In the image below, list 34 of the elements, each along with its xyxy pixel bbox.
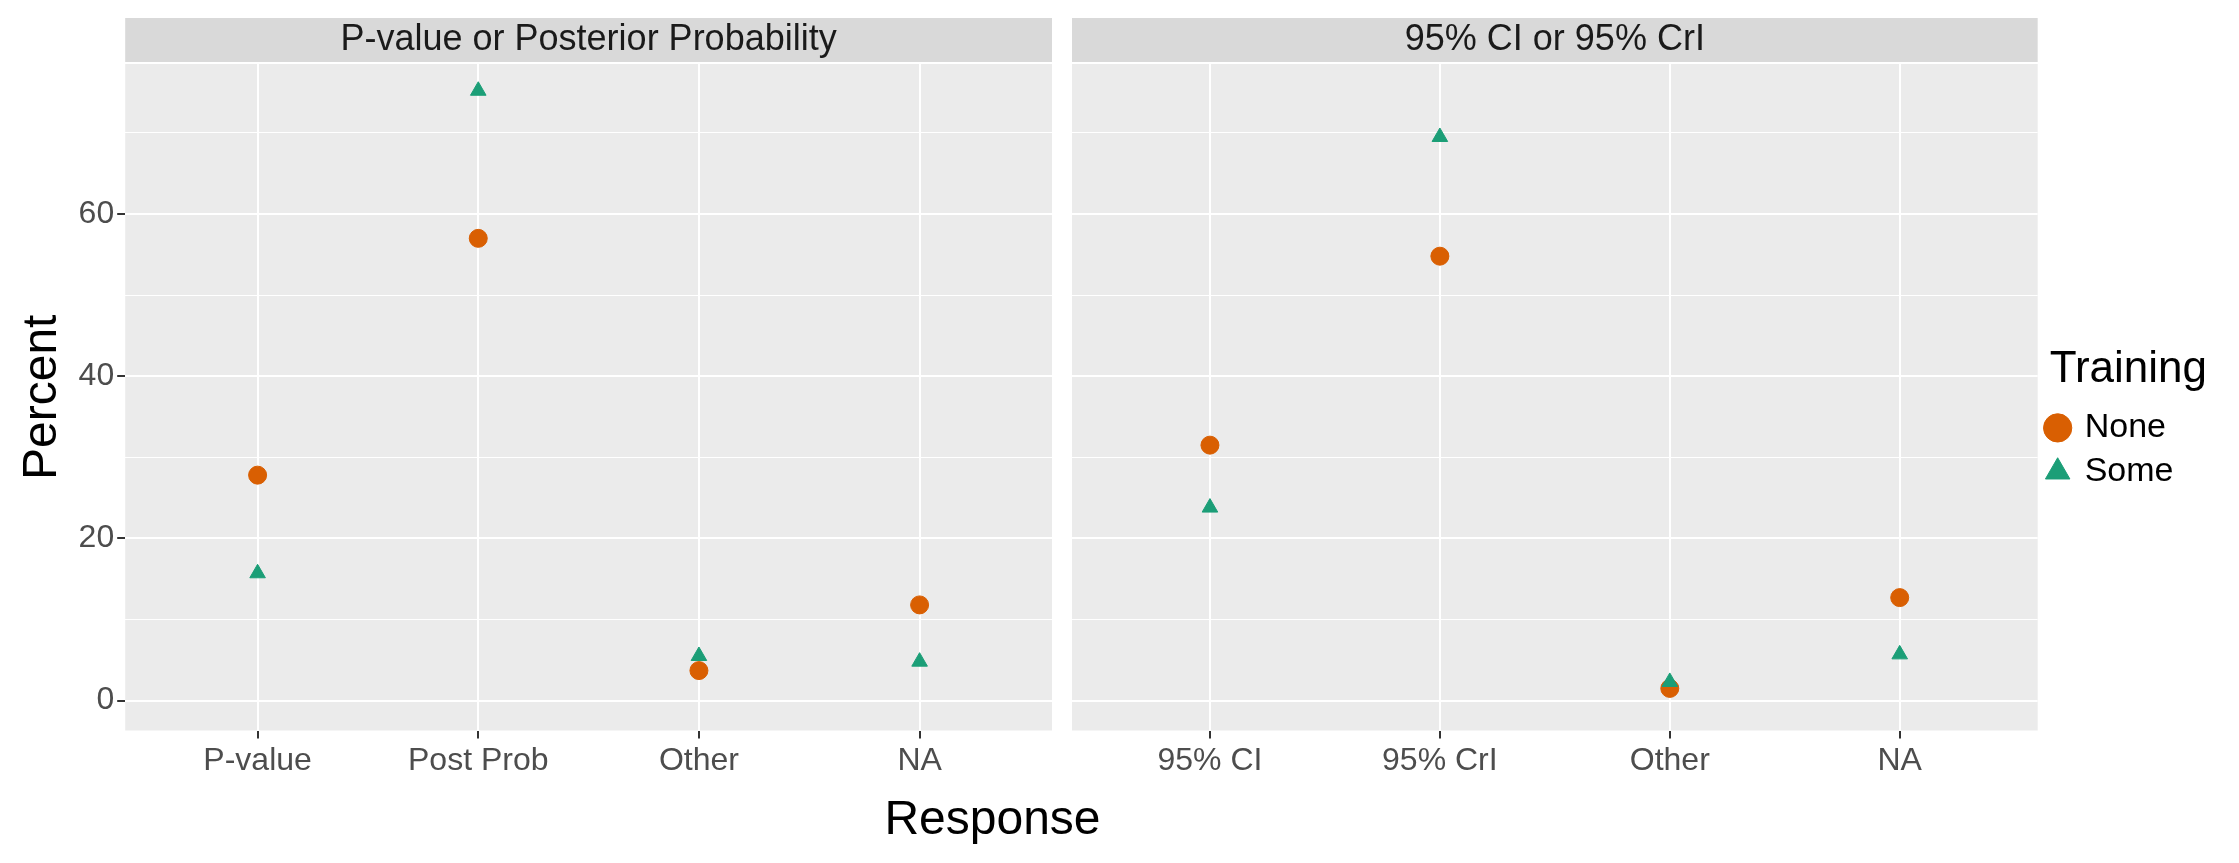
point (910, 595, 930, 615)
point (1890, 588, 1910, 608)
point (248, 465, 268, 485)
chart-title: P-value or Posterior Probability (340, 16, 837, 58)
legend-title: Training (2049, 342, 2208, 392)
point (911, 652, 928, 667)
y-axis-title: Percent (13, 314, 67, 481)
x-axis-title: Response (883, 790, 1102, 845)
x-tick-label: NA (1877, 740, 1923, 777)
point (468, 228, 488, 248)
point (1200, 435, 1220, 455)
x-tick-label: Post Prob (408, 740, 549, 777)
y-tick-label: 60 (78, 193, 115, 230)
y-tick-label: 20 (78, 518, 115, 555)
y-tick-label: 0 (96, 680, 115, 717)
point (1201, 498, 1219, 513)
y-tick-label: 40 (78, 356, 115, 393)
chart-title: 95% CI or 95% CrI (1404, 16, 1705, 58)
point (1661, 672, 1679, 687)
legend-label: None (2084, 406, 2166, 445)
point (1430, 246, 1450, 266)
point (690, 646, 708, 661)
legend-label: Some (2084, 450, 2174, 489)
x-tick-label: 95% CrI (1382, 740, 1498, 777)
x-tick-label: Other (658, 740, 740, 777)
point (469, 81, 487, 96)
x-tick-label: 95% CI (1157, 740, 1263, 777)
point (249, 563, 266, 579)
point (1891, 644, 1909, 660)
x-tick-label: NA (897, 740, 943, 777)
point (689, 661, 709, 681)
x-tick-label: Other (1629, 740, 1711, 777)
point (1431, 127, 1449, 142)
x-tick-label: P-value (203, 740, 312, 777)
